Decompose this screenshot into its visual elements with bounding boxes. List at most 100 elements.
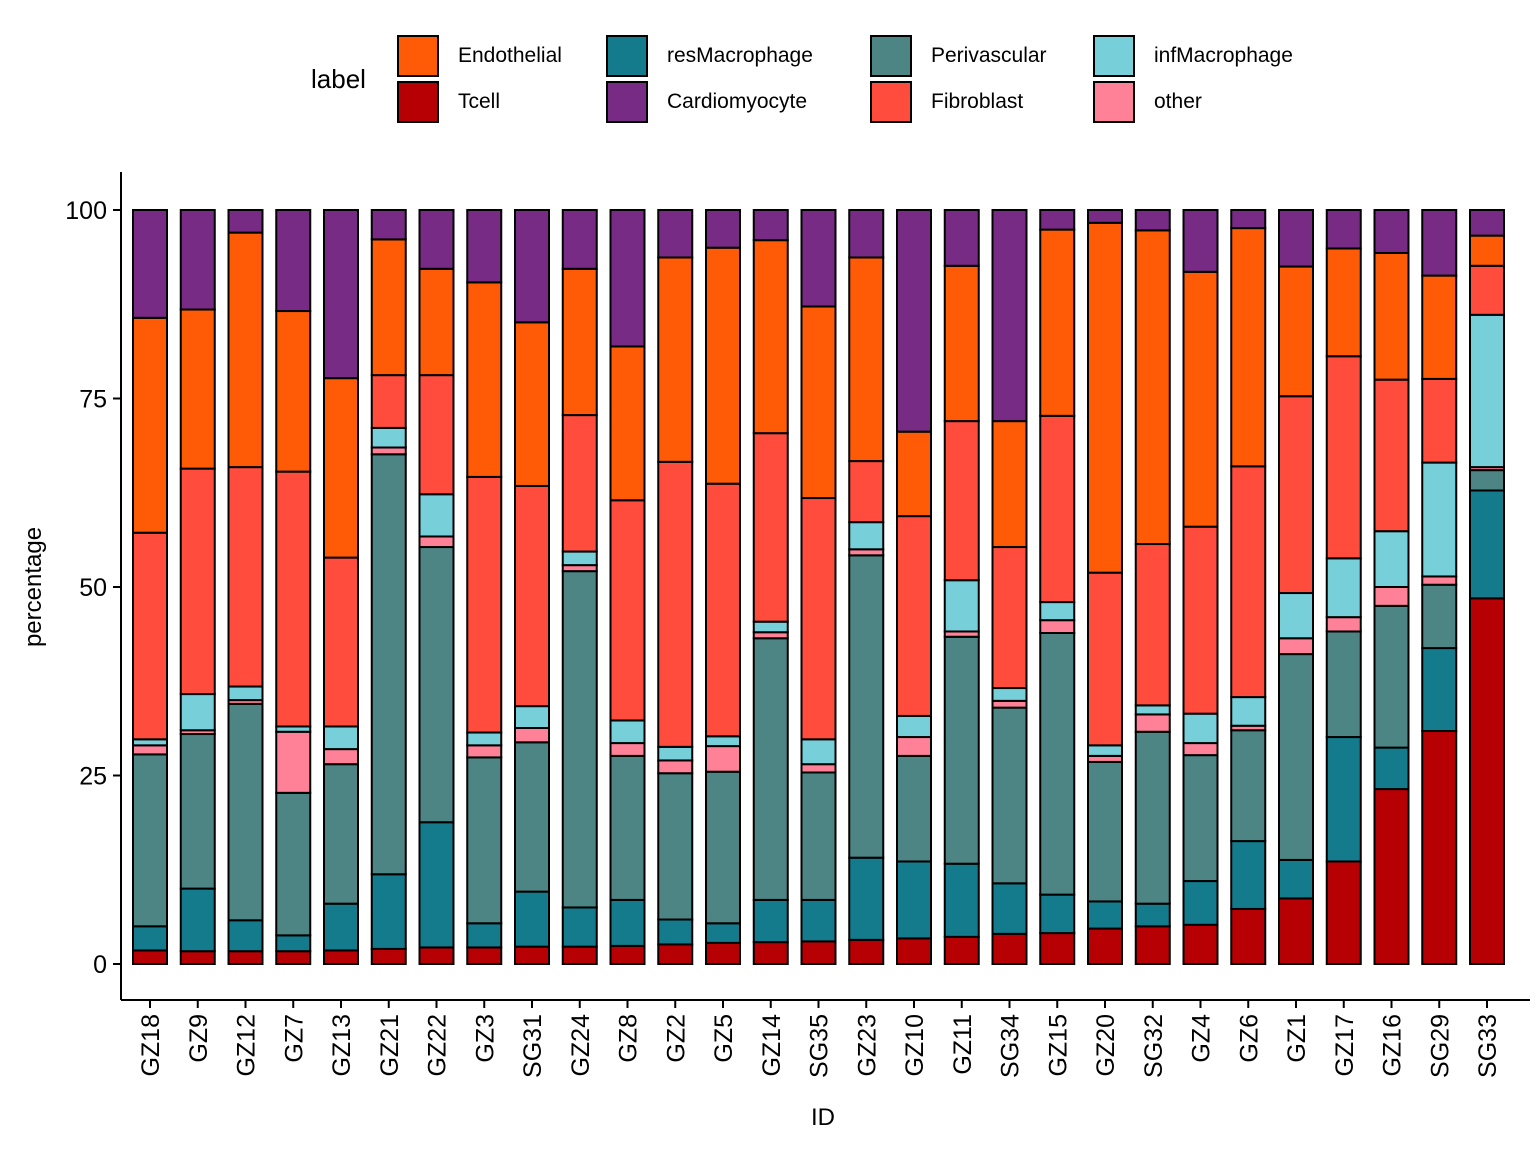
- legend-label: infMacrophage: [1154, 44, 1293, 67]
- bar-segment-perivascular: [896, 754, 932, 863]
- bar-segment-endothelial: [514, 321, 550, 487]
- x-tick-label: GZ13: [328, 1014, 356, 1077]
- bar-segment-endothelial: [561, 267, 598, 417]
- bar-segment-fibroblast: [991, 546, 1028, 690]
- bar-segment-cardiomyocyte: [800, 209, 837, 308]
- bar-segment-tcell: [1278, 897, 1314, 965]
- bar-segment-infmacrophage: [943, 579, 980, 633]
- bar-segment-fibroblast: [1325, 355, 1362, 560]
- bar-segment-cardiomyocyte: [275, 209, 312, 313]
- bar-segment-infmacrophage: [1134, 704, 1171, 716]
- bar-segment-tcell: [1230, 907, 1267, 966]
- bar-segment-resmacrophage: [466, 922, 503, 949]
- bar-segment-other: [1182, 742, 1219, 757]
- x-tick-label: GZ11: [949, 1014, 977, 1075]
- x-tick-label: GZ24: [567, 1014, 595, 1077]
- bar-segment-perivascular: [705, 770, 741, 925]
- bar-segment-fibroblast: [466, 475, 503, 734]
- bar-segment-perivascular: [848, 554, 885, 859]
- legend-label: Perivascular: [931, 44, 1047, 67]
- legend-label: Cardiomyocyte: [667, 90, 808, 113]
- bar-segment-resmacrophage: [896, 860, 932, 940]
- x-tick-label: GZ22: [424, 1014, 452, 1077]
- bar-segment-perivascular: [370, 453, 407, 876]
- bar-segment-cardiomyocyte: [1421, 209, 1458, 277]
- bar-segment-fibroblast: [752, 432, 789, 623]
- bar-segment-cardiomyocyte: [370, 209, 407, 241]
- bar-segment-fibroblast: [1039, 414, 1076, 604]
- bar-segment-fibroblast: [132, 531, 168, 741]
- bar-segment-resmacrophage: [705, 922, 741, 944]
- bar-segment-infmacrophage: [418, 493, 455, 538]
- bar-segment-resmacrophage: [1421, 647, 1458, 733]
- x-axis-label: ID: [811, 1104, 835, 1131]
- bar-segment-resmacrophage: [561, 906, 598, 948]
- bar-segment-endothelial: [275, 310, 312, 473]
- bar-segment-endothelial: [1278, 265, 1314, 398]
- bar-segment-fibroblast: [609, 499, 646, 722]
- bar-segment-endothelial: [418, 267, 455, 377]
- x-tick-label: SG34: [997, 1014, 1025, 1078]
- legend-label: Tcell: [458, 90, 501, 113]
- bar-segment-perivascular: [1421, 583, 1458, 650]
- x-tick-label: GZ5: [710, 1014, 738, 1063]
- bar-segment-resmacrophage: [1469, 489, 1505, 600]
- legend-title: label: [311, 64, 366, 94]
- bar-segment-resmacrophage: [370, 873, 407, 950]
- bar-segment-other: [1039, 619, 1076, 634]
- bar-segment-tcell: [1373, 788, 1410, 966]
- bar-segment-resmacrophage: [1039, 893, 1076, 935]
- bar-segment-resmacrophage: [800, 898, 837, 943]
- bar-segment-cardiomyocyte: [848, 209, 885, 259]
- bar-segment-infmacrophage: [609, 719, 646, 745]
- bar-segment-endothelial: [1182, 270, 1219, 528]
- bar-segment-tcell: [466, 946, 503, 965]
- bar-segment-tcell: [275, 950, 312, 966]
- bar-segment-perivascular: [466, 756, 503, 925]
- bar-segment-perivascular: [1278, 653, 1314, 861]
- bar-segment-perivascular: [657, 772, 694, 921]
- bar-segment-fibroblast: [227, 466, 264, 688]
- bar-segment-fibroblast: [323, 556, 359, 728]
- bar-segment-infmacrophage: [657, 745, 694, 762]
- bar-segment-perivascular: [1373, 604, 1410, 749]
- bar-segment-cardiomyocyte: [514, 209, 550, 324]
- bar-segment-tcell: [848, 938, 885, 966]
- bar-segment-tcell: [1325, 860, 1362, 965]
- bar-segment-perivascular: [323, 763, 359, 905]
- bar-segment-other: [1421, 575, 1458, 586]
- bar-segment-tcell: [1134, 925, 1171, 965]
- bar-segment-endothelial: [657, 256, 694, 463]
- legend-swatch: [1093, 81, 1135, 123]
- x-tick-label: SG31: [519, 1014, 547, 1078]
- bar-segment-cardiomyocyte: [752, 209, 789, 242]
- bar-segment-endothelial: [848, 256, 885, 463]
- bar-segment-endothelial: [609, 345, 646, 502]
- bar-segment-endothelial: [1134, 229, 1171, 546]
- bar-segment-resmacrophage: [514, 890, 550, 948]
- bar-segment-tcell: [943, 935, 980, 966]
- bar-segment-perivascular: [418, 546, 455, 824]
- bar-segment-perivascular: [1230, 729, 1267, 843]
- bar-segment-tcell: [132, 949, 168, 965]
- bar-segment-fibroblast: [370, 374, 407, 429]
- x-tick-label: GZ14: [758, 1014, 786, 1077]
- legend-swatch: [397, 35, 439, 77]
- bar-segment-other: [466, 744, 503, 759]
- bar-segment-fibroblast: [1421, 377, 1458, 464]
- bar-segment-infmacrophage: [323, 725, 359, 751]
- x-tick-label: GZ18: [137, 1014, 165, 1077]
- bar-segment-other: [705, 745, 741, 773]
- bar-segment-resmacrophage: [1278, 858, 1314, 900]
- bar-segment-endothelial: [227, 231, 264, 469]
- bar-segment-cardiomyocyte: [323, 209, 359, 380]
- bar-segment-cardiomyocyte: [132, 209, 168, 319]
- bar-segment-perivascular: [1039, 631, 1076, 896]
- bar-segment-endothelial: [752, 239, 789, 435]
- bar-segment-other: [275, 730, 312, 794]
- bar-segment-cardiomyocyte: [896, 209, 932, 433]
- bar-segment-resmacrophage: [848, 856, 885, 941]
- legend-item-resmacrophage: resMacrophage: [606, 33, 813, 79]
- legend-swatch: [1093, 35, 1135, 77]
- bar-segment-resmacrophage: [991, 882, 1028, 935]
